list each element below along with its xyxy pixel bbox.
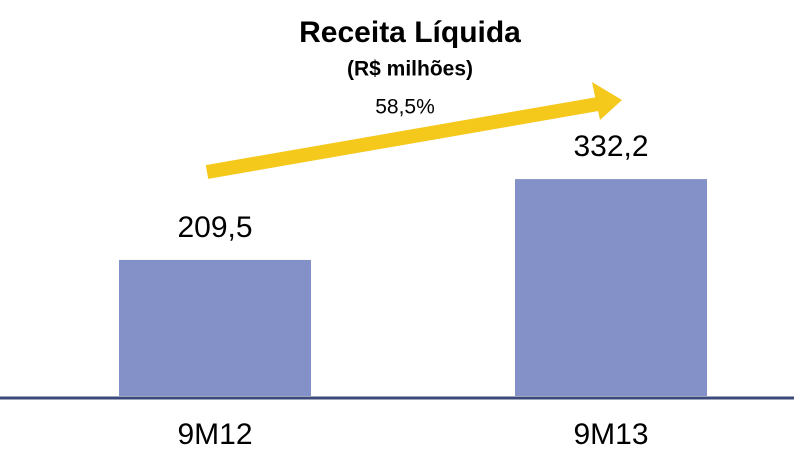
annotation: 58,5%: [375, 96, 435, 119]
value-label: 209,5: [177, 211, 252, 244]
bar: [513, 177, 709, 398]
arrow-head: [592, 82, 622, 120]
bar: [117, 257, 313, 399]
growth-arrow: [205, 82, 622, 179]
chart-title: Receita Líquida: [299, 16, 521, 49]
x-tick-label: 9M12: [177, 418, 252, 451]
bars: [117, 177, 709, 399]
chart-subtitle: (R$ milhões): [347, 58, 473, 81]
arrow-shaft: [205, 97, 600, 179]
value-label: 332,2: [573, 130, 648, 163]
x-tick-label: 9M13: [573, 418, 648, 451]
